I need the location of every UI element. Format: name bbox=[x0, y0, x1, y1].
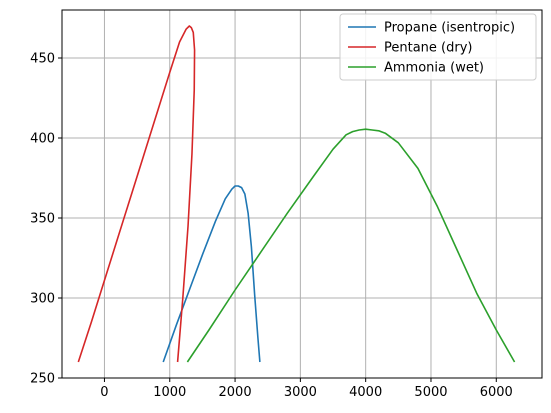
legend-box bbox=[339, 13, 537, 81]
series-line-0 bbox=[162, 185, 261, 363]
y-tick-label: 450 bbox=[30, 52, 55, 67]
x-axis: 0 1000 2000 3000 4000 5000 6000 bbox=[100, 378, 513, 400]
y-tick-label: 400 bbox=[30, 132, 55, 147]
x-tick-label: 4000 bbox=[349, 385, 382, 400]
x-tick-label: 2000 bbox=[219, 385, 252, 400]
y-tick-label: 300 bbox=[30, 292, 55, 307]
series-line-1 bbox=[77, 25, 196, 363]
x-tick-label: 1000 bbox=[153, 385, 186, 400]
x-tick-label: 6000 bbox=[480, 385, 513, 400]
legend-label: Ammonia (wet) bbox=[384, 61, 484, 76]
y-tick-label: 350 bbox=[30, 212, 55, 227]
plot-frame bbox=[61, 9, 543, 379]
legend-label: Propane (isentropic) bbox=[384, 21, 515, 36]
y-axis: 250 300 350 400 450 bbox=[30, 52, 62, 387]
y-tick-label: 250 bbox=[30, 372, 55, 387]
series-line-2 bbox=[186, 128, 516, 363]
x-tick-label: 3000 bbox=[284, 385, 317, 400]
x-tick-label: 5000 bbox=[414, 385, 447, 400]
series-layer bbox=[77, 25, 516, 363]
x-tick-label: 0 bbox=[100, 385, 108, 400]
legend-label: Pentane (dry) bbox=[384, 41, 472, 56]
legend: Propane (isentropic) Pentane (dry) Ammonia… bbox=[339, 13, 537, 81]
